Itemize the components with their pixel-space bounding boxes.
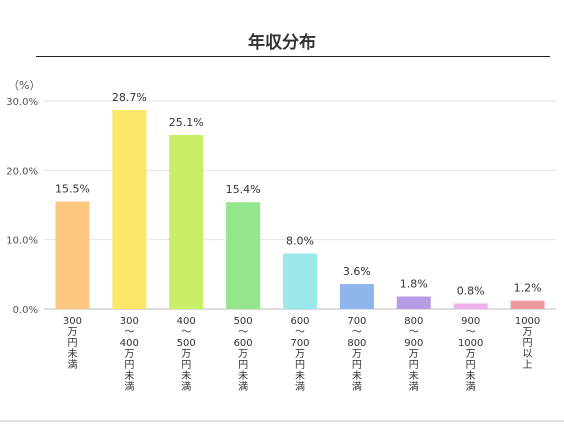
bar [283,253,317,309]
y-tick-label: 0.0% [13,305,38,316]
bar [339,284,374,309]
bottom-divider [0,420,564,422]
data-label: 0.8% [457,284,485,297]
category-label: 800 〜 900 万円未満 [404,316,423,393]
category-label: 900 〜 1000 万円未満 [458,316,483,393]
y-tick-label: 20.0% [6,166,38,177]
category-label: 1000 万円以上 [515,316,540,371]
data-label: 1.2% [514,282,542,295]
category-label: 700 〜 800 万円未満 [347,316,366,393]
data-label: 15.4% [226,183,261,196]
data-label: 3.6% [343,265,371,278]
bar [169,134,204,309]
y-tick-label: 10.0% [6,236,38,247]
bar [112,110,147,309]
category-label: 300 〜 400 万円未満 [120,316,139,393]
bar [453,303,488,309]
y-tick-label: 30.0% [6,97,38,108]
category-label: 600 〜 700 万円未満 [290,316,309,393]
title-divider [36,56,550,57]
bar [396,296,431,309]
bar [55,201,90,309]
chart-title: 年収分布 [248,33,316,53]
category-label: 500 〜 600 万円未満 [234,316,253,393]
data-label: 28.7% [112,91,147,104]
data-label: 15.5% [55,183,90,196]
bar [226,202,261,309]
data-label: 1.8% [400,278,428,291]
category-label: 400 〜 500 万円未満 [177,316,196,393]
bar [510,300,545,309]
y-axis-unit-label: （%） [8,79,40,92]
data-label: 25.1% [169,116,204,129]
data-label: 8.0% [286,235,314,248]
category-label: 300 万円未満 [63,316,82,371]
